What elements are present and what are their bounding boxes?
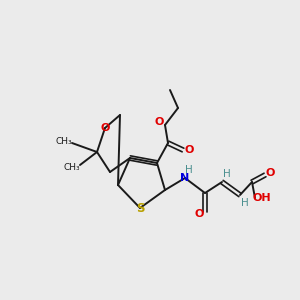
- Text: N: N: [180, 173, 190, 183]
- Text: CH₃: CH₃: [64, 163, 80, 172]
- Text: O: O: [194, 209, 204, 219]
- Text: H: H: [241, 198, 249, 208]
- Text: OH: OH: [253, 193, 271, 203]
- Text: O: O: [265, 168, 275, 178]
- Text: O: O: [184, 145, 194, 155]
- Text: H: H: [185, 165, 193, 175]
- Text: CH₃: CH₃: [56, 136, 72, 146]
- Text: O: O: [100, 123, 110, 133]
- Text: O: O: [154, 117, 164, 127]
- Text: H: H: [223, 169, 231, 179]
- Text: S: S: [136, 202, 144, 214]
